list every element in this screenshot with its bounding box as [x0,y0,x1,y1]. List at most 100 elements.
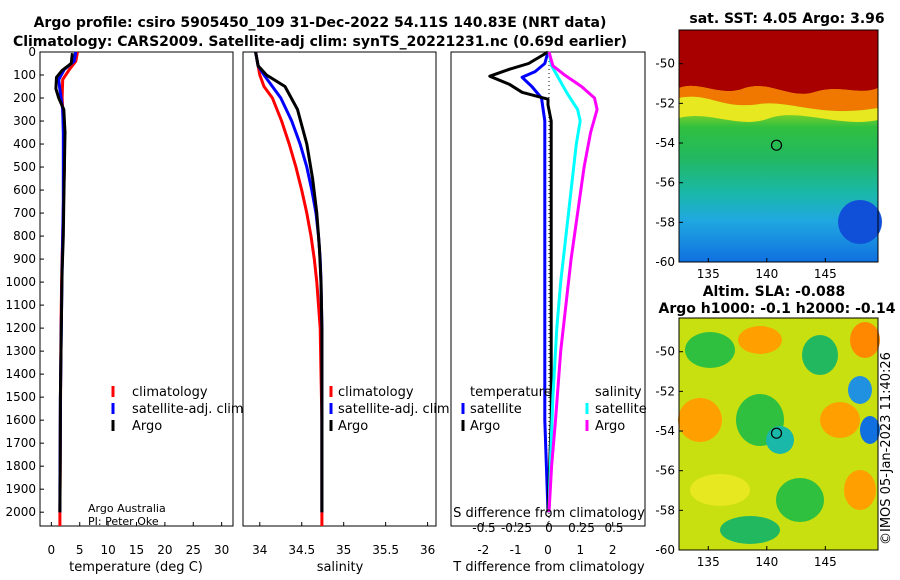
depth-tick-label: 100 [13,68,36,82]
sla-map: 135 140 145 -50 -52 -54 -56 -58 -60 [655,317,880,569]
x-tick-label: 15 [129,543,144,557]
figure-title-line1: Argo profile: csiro 5905450_109 31-Dec-2… [34,15,607,31]
sla-anomaly [844,470,876,510]
depth-tick-label: 700 [13,206,36,220]
sla-anomaly [776,478,824,522]
x-tick-label: 5 [76,543,84,557]
x-tick-label: 0 [48,543,56,557]
temp-lines [54,51,79,526]
x-tick-label: 10 [100,543,115,557]
sst-front-yellow [679,96,878,122]
sst-title: sat. SST: 4.05 Argo: 3.96 [689,11,884,27]
sla-anomaly [850,322,880,358]
map-y-tick-label: -52 [655,384,675,398]
map-y-tick-label: -50 [655,57,675,71]
diff-axes-frame [450,51,646,527]
depth-tick-label: 1700 [5,436,36,450]
sal-xlabel: salinity [317,560,364,575]
sst-front [679,85,878,112]
credit-line2: PI: Peter Oke [88,515,159,528]
sal-axis-ticks: 34 34.5 35 35.5 36 [252,522,435,557]
series-line-argo [254,51,324,513]
temp-axis-ticks: 0 5 10 15 20 25 30 [48,522,229,557]
depth-tick-label: 1100 [5,298,36,312]
map-y-tick-label: -52 [655,96,675,110]
depth-tick-label: 800 [13,229,36,243]
sst-warm-region [679,30,878,94]
depth-tick-label: 1000 [5,275,36,289]
sst-ticks: 135 140 145 -50 -52 -54 -56 -58 -60 [655,57,836,281]
diff-legend: temperature satellite Argo salinity sate… [461,385,647,434]
sla-title-line2: Argo h1000: -0.1 h2000: -0.14 [659,301,896,317]
argo-location-marker [770,427,783,439]
depth-tick-label: 1300 [5,344,36,358]
x-tick-label: -1 [510,543,522,557]
legend-label-argo: Argo [132,419,162,434]
map-x-tick-label: 140 [755,555,778,569]
s-tick-label: -0.5 [472,521,495,535]
argo-location-marker [770,139,783,151]
sla-anomaly [860,416,880,444]
diff-xlabel: T difference from climatology [452,560,645,575]
legend-label-s-argo: Argo [595,419,625,434]
legend-heading-temperature: temperature [470,385,552,400]
s-difference-ticks: -0.5 -0.25 0 0.25 0.5 [472,521,623,535]
map-x-tick-label: 145 [814,267,837,281]
map-y-tick-label: -58 [655,215,675,229]
legend-heading-salinity: salinity [595,385,642,400]
depth-tick-label: 900 [13,252,36,266]
x-tick-label: 36 [420,543,435,557]
credit-line1: Argo Australia [88,502,166,515]
sla-title-line1: Altim. SLA: -0.088 [703,284,846,300]
depth-tick-label: 400 [13,137,36,151]
series-line-t-argo [488,50,553,513]
s-tick-label: 0.25 [568,521,595,535]
map-y-tick-label: -56 [655,176,675,190]
map-x-tick-label: 135 [697,267,720,281]
temp-legend: climatology satellite-adj. clim. Argo [111,385,248,434]
x-tick-label: 2 [609,543,617,557]
map-y-tick-label: -56 [655,464,675,478]
map-y-tick-label: -58 [655,503,675,517]
depth-tick-label: 1800 [5,459,36,473]
map-x-tick-label: 135 [697,555,720,569]
x-tick-label: 25 [186,543,201,557]
series-line-s-argo [547,51,599,513]
sla-anomaly [720,516,780,544]
series-line-t-satellite [520,51,550,513]
temp-axes-frame [39,51,234,527]
depth-tick-label: 300 [13,114,36,128]
sst-map: 135 140 145 -50 -52 -54 -56 -58 -60 [655,29,882,281]
legend-label-t-argo: Argo [470,419,500,434]
map-y-tick-label: -54 [655,136,675,150]
legend-label-t-satellite: satellite [470,402,522,417]
depth-tick-label: 1400 [5,367,36,381]
sla-anomaly [766,426,794,454]
depth-tick-label: 1500 [5,390,36,404]
legend-label-climatology: climatology [132,385,208,400]
diff-lines [488,50,599,513]
sal-legend: climatology satellite-adj. clim. Argo [329,385,454,434]
sst-frame [678,29,879,263]
x-tick-label: 30 [214,543,229,557]
map-y-tick-label: -50 [655,345,675,359]
depth-tick-label: 0 [28,45,36,59]
sla-anomaly [848,376,872,404]
map-x-tick-label: 145 [814,555,837,569]
depth-tick-label: 2000 [5,505,36,519]
sla-ticks: 135 140 145 -50 -52 -54 -56 -58 -60 [655,345,836,569]
legend-label-satellite: satellite-adj. clim. [338,402,454,417]
sal-lines [254,51,324,526]
s-tick-label: 0.5 [604,521,623,535]
s-tick-label: -0.25 [501,521,532,535]
x-tick-label: 0 [544,543,552,557]
legend-label-argo: Argo [338,419,368,434]
depth-tick-label: 200 [13,91,36,105]
x-tick-label: 35 [336,543,351,557]
x-tick-label: 34 [252,543,267,557]
depth-tick-label: 1600 [5,413,36,427]
sal-axes-frame [242,51,437,527]
depth-tick-label: 600 [13,183,36,197]
map-y-tick-label: -60 [655,255,675,269]
